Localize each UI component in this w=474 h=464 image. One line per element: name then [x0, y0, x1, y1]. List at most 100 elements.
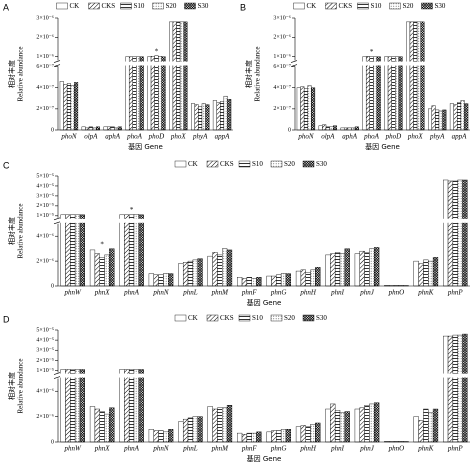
bar: [300, 86, 305, 131]
break-mark: [53, 60, 61, 67]
x-axis-label: 基因 Gene: [247, 454, 282, 463]
legend-label: S20: [284, 314, 295, 322]
bar: [420, 21, 425, 131]
axis-break: [56, 218, 470, 223]
bar: [251, 278, 257, 287]
bar: [318, 125, 323, 131]
x-tick-label: phoN: [60, 133, 77, 141]
bar: [300, 425, 306, 443]
legend-label: S10: [371, 2, 382, 10]
bar: [70, 85, 75, 131]
bar: [104, 413, 110, 443]
legend-label: S20: [403, 2, 414, 10]
y-tick-label: 4×10⁻⁵: [36, 183, 54, 189]
y-tick-label: 2×10⁻⁵: [36, 358, 54, 364]
bar: [432, 257, 439, 287]
bar: [347, 127, 352, 131]
bar: [133, 369, 140, 443]
bar: [107, 126, 112, 131]
x-tick-label: phyA: [429, 133, 445, 141]
y-tick-label: 1×10⁻⁵: [36, 368, 54, 374]
bar: [178, 263, 184, 287]
legend-swatch: [238, 160, 251, 168]
bar: [187, 260, 194, 287]
y-tick-label: 3×10⁻⁶: [36, 15, 54, 21]
significance-mark: *: [100, 240, 104, 248]
x-tick-label: phnK: [417, 289, 434, 297]
x-tick-label: phnO: [388, 445, 405, 453]
bar: [354, 253, 360, 287]
x-tick-label: phnG: [270, 289, 287, 297]
legend-swatch: [120, 2, 132, 10]
x-axis-label: 基因 Gene: [247, 298, 282, 307]
bar: [462, 179, 468, 287]
bar: [59, 81, 64, 131]
y-axis-label: Relative abundance: [254, 46, 262, 101]
legend-swatch: [302, 314, 315, 322]
bar: [182, 262, 189, 287]
bar: [207, 406, 213, 443]
bar: [138, 214, 144, 287]
bar: [322, 124, 327, 131]
y-axis-label-cn: 相对丰度: [7, 217, 16, 245]
bar: [194, 104, 199, 131]
y-tick-label: 2×10⁻⁷: [36, 106, 54, 112]
bar: [117, 126, 122, 131]
legend-swatch: [293, 2, 305, 10]
bar: [449, 103, 454, 131]
y-tick-label: 1×10⁻⁵: [36, 213, 54, 219]
bar: [438, 110, 443, 131]
break-mark: [53, 372, 61, 379]
bar: [205, 104, 210, 131]
bar: [124, 214, 130, 287]
bar: [227, 99, 232, 131]
bar: [413, 416, 419, 443]
bar: [246, 277, 252, 287]
bar: [79, 369, 85, 443]
y-tick-label: 2×10⁻⁶: [273, 35, 291, 41]
legend-swatch: [270, 160, 283, 168]
x-tick-label: phnX: [94, 445, 111, 453]
y-tick-label: 6×10⁻⁷: [273, 64, 291, 70]
legend-label: S10: [252, 160, 263, 168]
y-tick-label: 2×10⁻⁵: [36, 203, 54, 209]
bar: [176, 21, 181, 131]
bar: [198, 106, 203, 131]
bar: [70, 214, 76, 287]
bar: [365, 56, 370, 131]
bar: [285, 429, 291, 443]
y-tick-label: 3×10⁻⁶: [273, 15, 291, 21]
bar: [311, 87, 316, 131]
bar: [153, 274, 159, 287]
bar: [285, 273, 291, 287]
bar: [266, 431, 272, 443]
y-tick-label: 0: [51, 127, 54, 133]
bar: [280, 273, 287, 287]
y-tick-label: 1×10⁻⁶: [273, 54, 291, 60]
bar: [163, 273, 169, 287]
legend-swatch: [357, 2, 369, 10]
x-tick-label: phnI: [330, 445, 345, 453]
panel-label: B: [240, 2, 246, 12]
bar: [305, 426, 311, 443]
x-tick-label: phoD: [385, 133, 402, 141]
bar: [161, 56, 166, 131]
bar: [271, 275, 277, 287]
panel-label: C: [3, 160, 10, 170]
bar: [423, 408, 429, 443]
y-tick-label: 1×10⁻⁶: [36, 54, 54, 60]
axis-break: [56, 61, 233, 66]
y-tick-label: 0: [288, 127, 291, 133]
bar: [241, 434, 248, 443]
bar: [88, 126, 93, 131]
legend-swatch: [206, 314, 219, 322]
legend-swatch: [152, 2, 164, 10]
bar: [413, 21, 418, 131]
legend-label: S30: [316, 160, 327, 168]
bar: [201, 103, 206, 131]
x-tick-label: appA: [215, 133, 231, 141]
bar: [74, 369, 81, 443]
bar: [70, 369, 76, 443]
bar: [334, 410, 341, 443]
legend-label: CK: [70, 2, 80, 10]
